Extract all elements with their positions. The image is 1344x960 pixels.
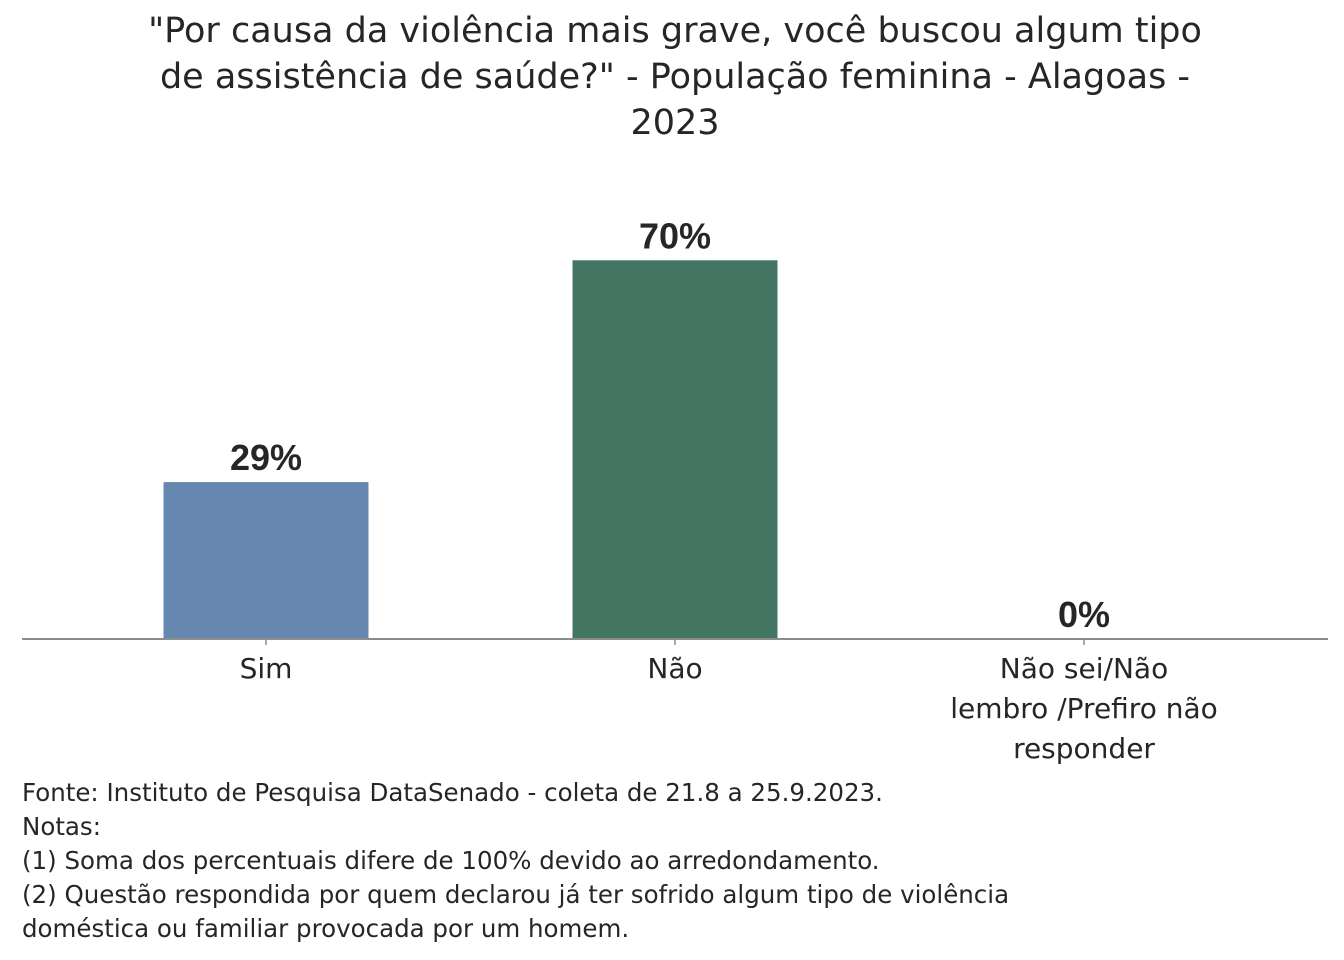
category-label: responder	[1013, 732, 1155, 765]
category-label: Sim	[240, 652, 293, 685]
notes-heading: Notas:	[22, 812, 101, 841]
bar-value-label: 70%	[639, 215, 711, 256]
chart-title-line: de assistência de saúde?" - População fe…	[159, 57, 1191, 97]
chart-title: "Por causa da violência mais grave, você…	[120, 8, 1230, 146]
chart-title-line: "Por causa da violência mais grave, você…	[148, 11, 1202, 51]
source-note: Fonte: Instituto de Pesquisa DataSenado …	[22, 778, 883, 807]
category-label: lembro /Prefiro não	[950, 692, 1218, 725]
chart-title-line: 2023	[630, 103, 720, 143]
bar-2	[572, 260, 778, 639]
note-2-line-1: (2) Questão respondida por quem declarou…	[22, 880, 1010, 909]
category-label: Não	[647, 652, 702, 685]
note-2-line-2: doméstica ou familiar provocada por um h…	[22, 914, 630, 943]
note-1: (1) Soma dos percentuais difere de 100% …	[22, 846, 880, 875]
bar-value-label: 29%	[230, 437, 302, 478]
category-label: Não sei/Não	[1000, 652, 1168, 685]
chart-notes: Fonte: Instituto de Pesquisa DataSenado …	[22, 776, 1322, 946]
bar-1	[163, 482, 369, 639]
bar-chart: 29% Sim 70% Não 0% Não sei/Não lembro /Prefiro…	[22, 215, 1328, 765]
bar-value-label: 0%	[1058, 594, 1110, 635]
